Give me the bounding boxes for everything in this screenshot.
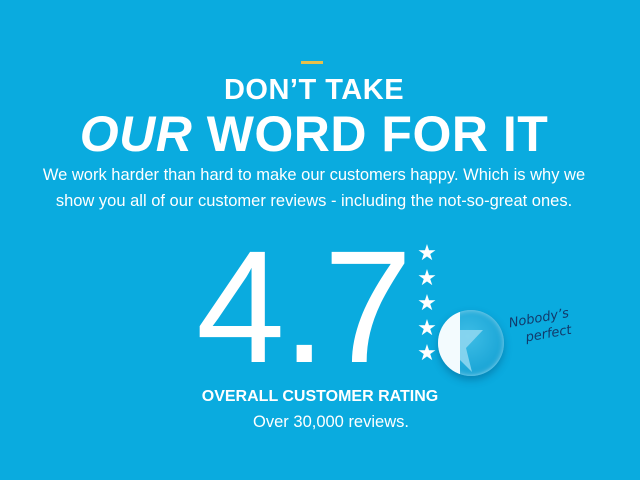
rating-label: OVERALL CUSTOMER RATING <box>201 388 439 405</box>
review-count: Over 30,000 reviews. <box>253 413 409 431</box>
star-icon: ★ <box>417 340 437 365</box>
rating-value: 4.7 <box>196 217 412 396</box>
intro-text: We work harder than hard to make our cus… <box>0 162 628 214</box>
magnifier-partial-star-icon <box>438 310 504 376</box>
star-icon: ★ <box>417 265 437 290</box>
heading-emphasis: OUR <box>79 106 193 162</box>
magnified-star-icon <box>460 330 483 372</box>
intro-line1: We work harder than hard to make our cus… <box>42 166 586 184</box>
star-icon: ★ <box>417 290 437 315</box>
star-column: ★ ★ ★ ★ ★ <box>415 240 439 365</box>
heading-rest: WORD FOR IT <box>192 106 549 162</box>
heading-line1: DON’T TAKE <box>223 74 405 106</box>
accent-bar <box>301 61 323 64</box>
star-icon: ★ <box>417 315 437 340</box>
intro-line2: show you all of our customer reviews - i… <box>55 192 573 210</box>
partial-star-fill <box>438 310 460 376</box>
heading-line2: OUR WORD FOR IT <box>0 108 628 160</box>
star-icon: ★ <box>417 240 437 265</box>
handwritten-note: Nobody’s perfect <box>508 305 574 349</box>
